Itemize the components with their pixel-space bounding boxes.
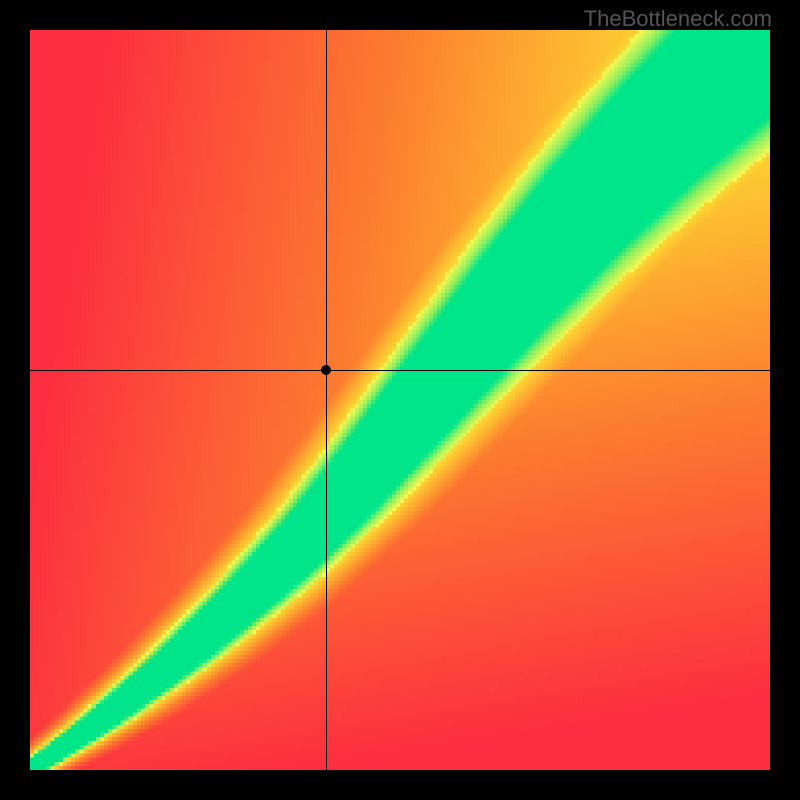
chart-container: TheBottleneck.com: [0, 0, 800, 800]
heatmap-canvas: [30, 30, 770, 770]
plot-area: [30, 30, 770, 770]
marker-point: [321, 365, 331, 375]
crosshair-horizontal: [30, 370, 770, 371]
watermark-text: TheBottleneck.com: [584, 6, 772, 32]
crosshair-vertical: [326, 30, 327, 770]
